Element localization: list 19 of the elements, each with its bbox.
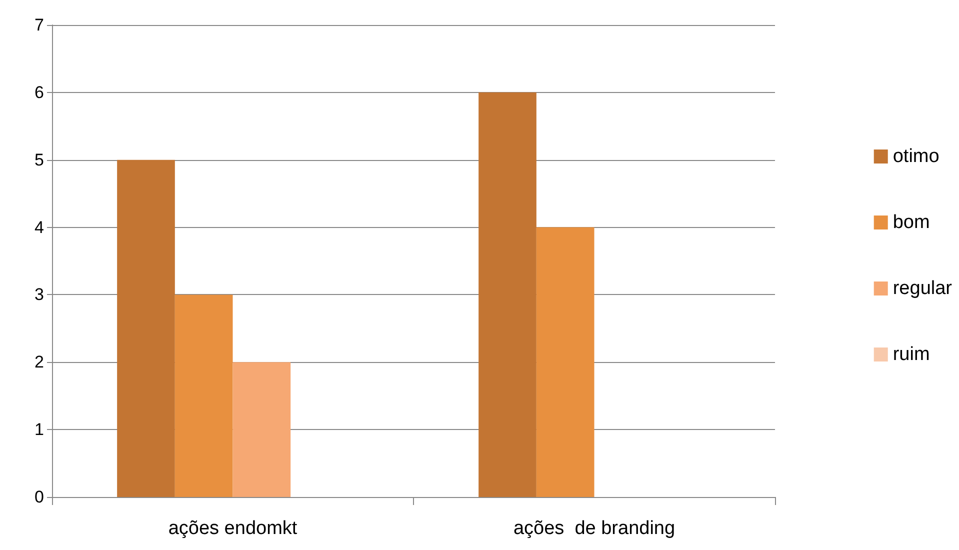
bar <box>536 227 594 497</box>
y-tick-label: 2 <box>34 352 44 372</box>
legend-label: otimo <box>892 146 940 167</box>
legend-label: ruim <box>892 344 930 365</box>
bar <box>478 92 536 497</box>
y-tick-label: 0 <box>34 488 44 506</box>
y-tick-label: 7 <box>34 16 44 34</box>
bar <box>232 362 291 497</box>
y-tick-label: 4 <box>34 218 44 237</box>
y-tick-label: 6 <box>34 82 44 102</box>
y-tick-label: 1 <box>34 420 44 440</box>
x-tick-label: ações endomkt <box>168 518 298 539</box>
y-tick-label: 3 <box>34 285 44 304</box>
bar <box>174 294 233 497</box>
y-tick-label: 5 <box>34 150 44 170</box>
bar <box>117 160 175 497</box>
legend-label: bom <box>892 212 930 233</box>
legend-label: regular <box>892 278 953 299</box>
x-tick-label: ações de branding <box>513 518 676 539</box>
